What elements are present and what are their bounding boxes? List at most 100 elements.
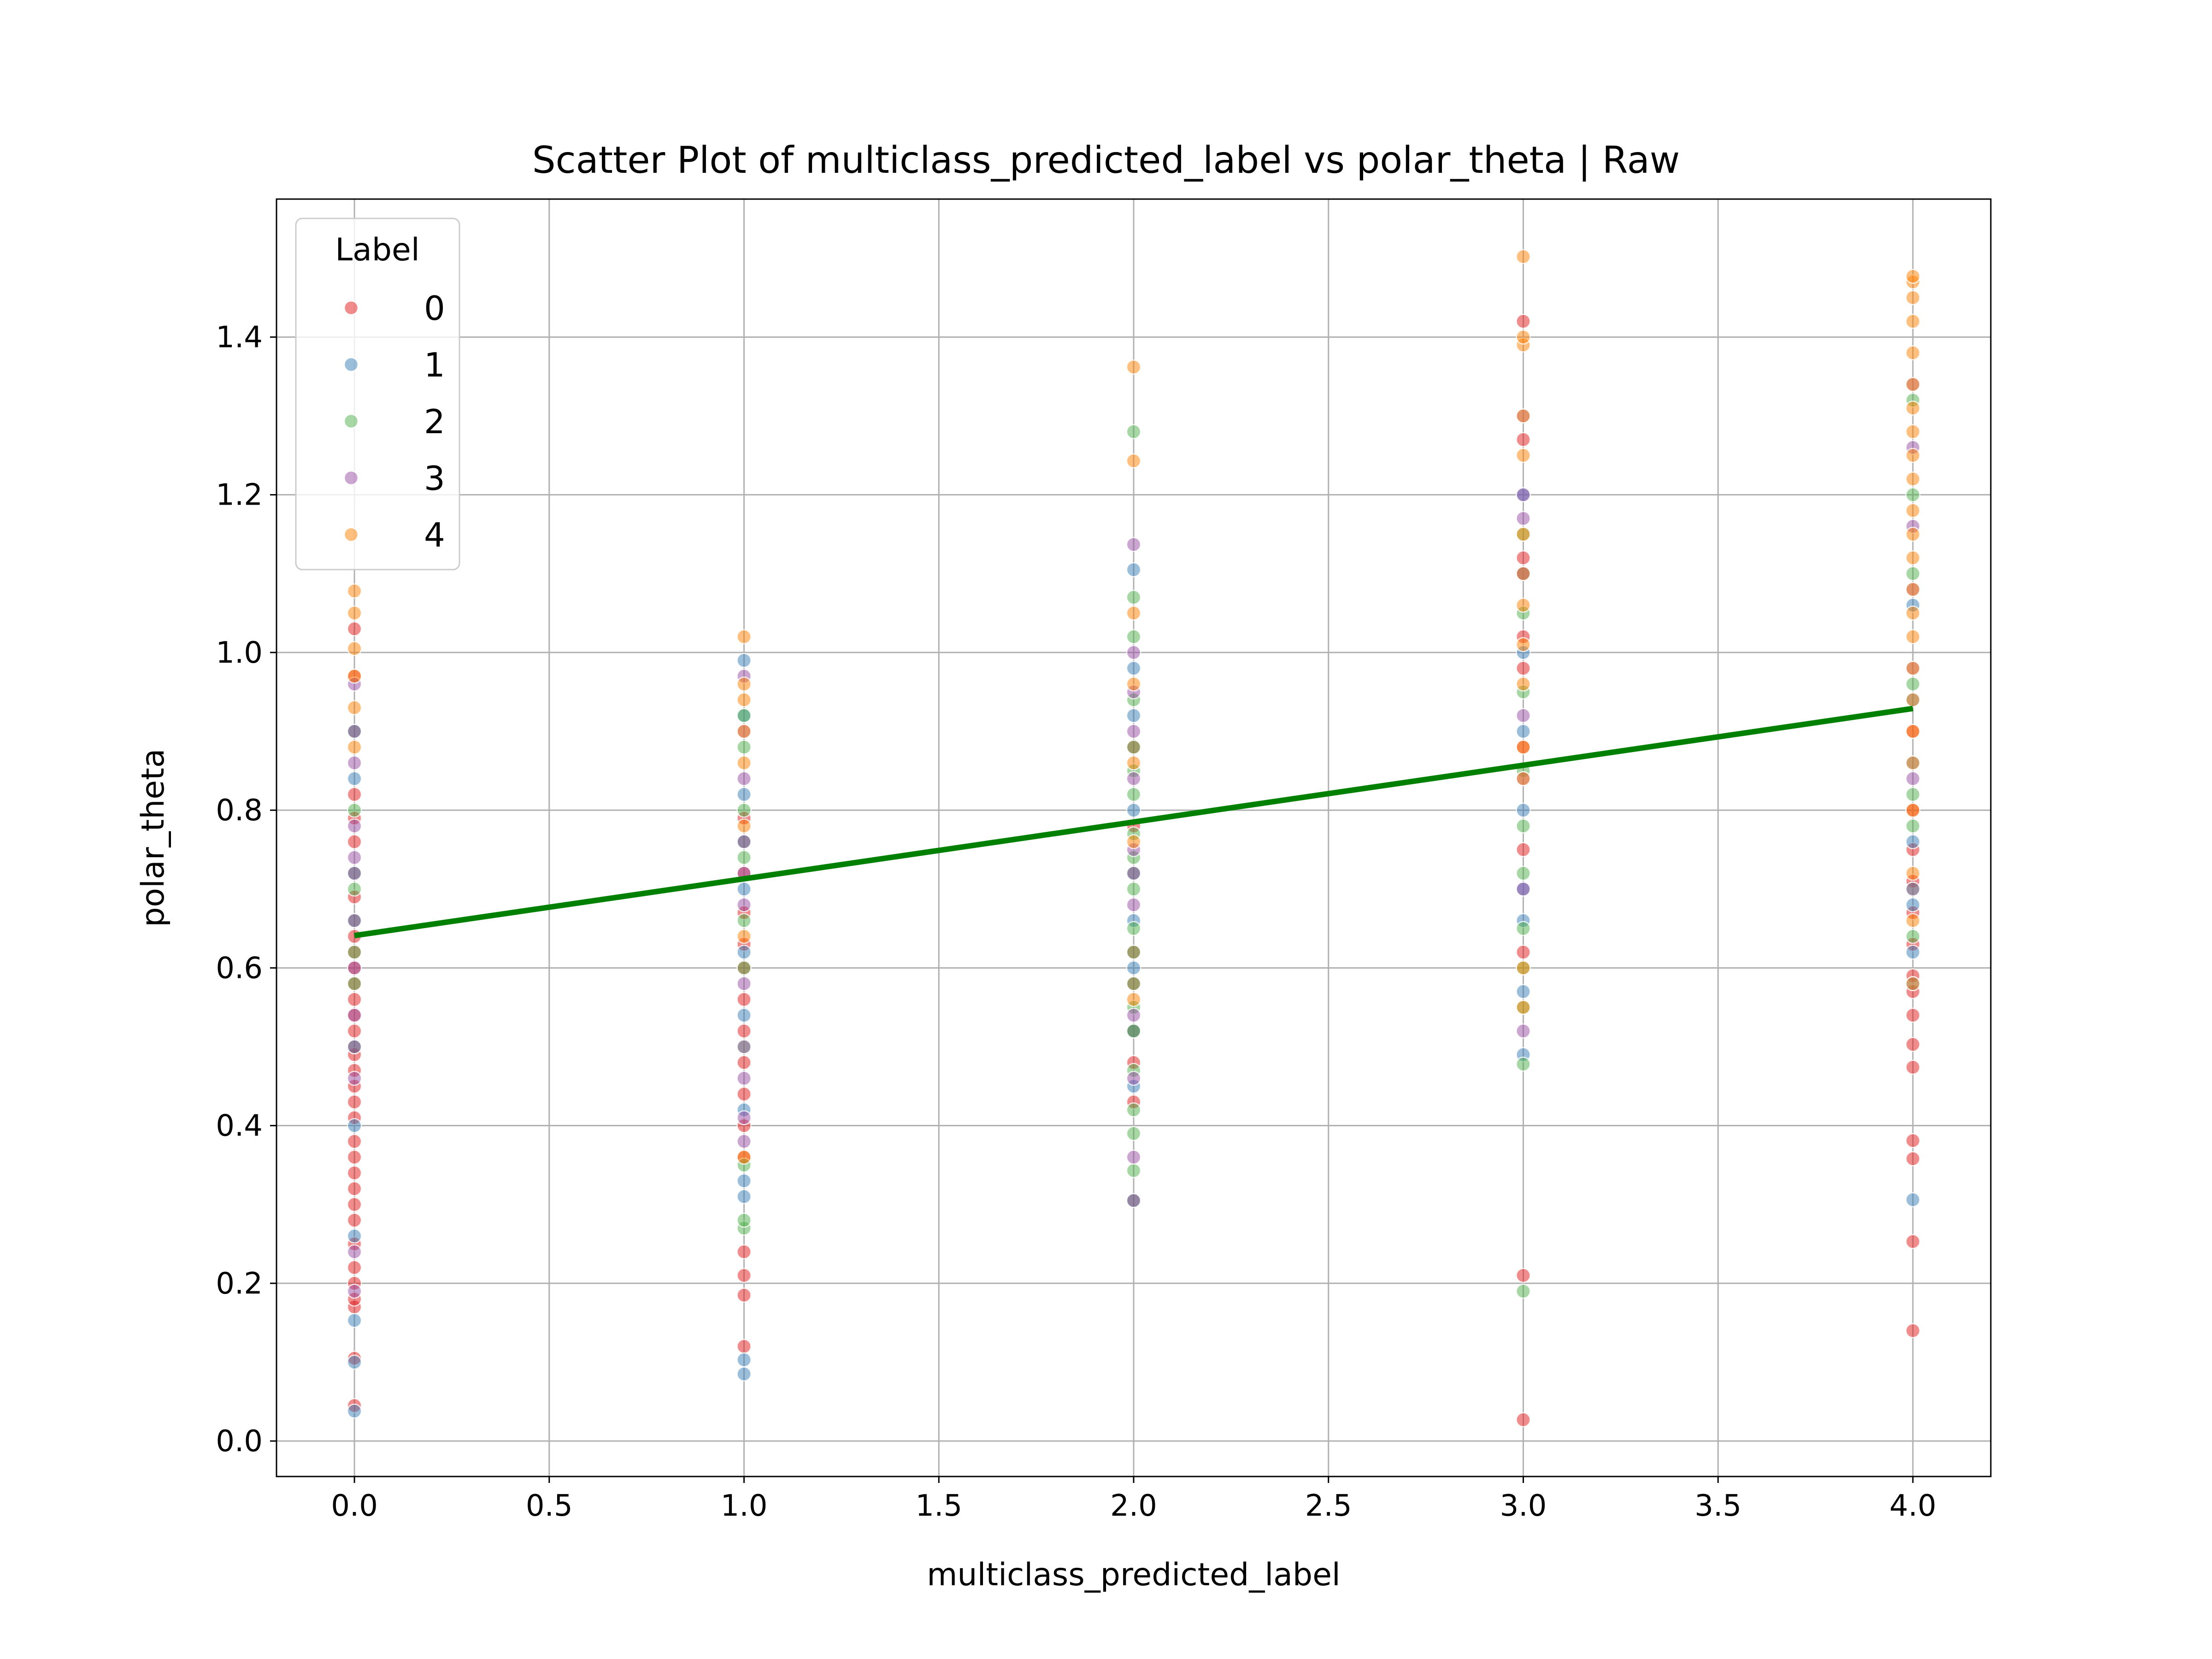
data-point: [1126, 1193, 1141, 1208]
data-point: [1126, 992, 1141, 1007]
data-points: [347, 249, 1921, 1428]
data-point: [736, 1007, 752, 1023]
data-point: [347, 1197, 362, 1212]
y-tick-label: 1.2: [216, 478, 263, 512]
data-point: [1516, 818, 1531, 834]
data-point: [1516, 432, 1531, 447]
data-point: [736, 1189, 752, 1204]
data-point: [1126, 708, 1141, 724]
data-point: [1905, 1007, 1921, 1023]
data-point: [1126, 865, 1141, 881]
data-point: [347, 1212, 362, 1228]
data-point: [1516, 771, 1531, 786]
data-point: [347, 1007, 362, 1023]
data-point: [736, 677, 752, 692]
legend-marker: [343, 470, 359, 486]
data-point: [1126, 802, 1141, 818]
y-tick-label: 0.8: [216, 794, 263, 828]
data-point: [1516, 487, 1531, 502]
data-point: [1516, 881, 1531, 897]
data-point: [347, 992, 362, 1007]
data-point: [1905, 345, 1921, 360]
data-point: [736, 960, 752, 976]
data-point: [1126, 537, 1141, 552]
data-point: [1905, 771, 1921, 786]
data-point: [1516, 1056, 1531, 1072]
data-point: [1905, 269, 1921, 284]
data-point: [1905, 818, 1921, 834]
data-point: [1905, 881, 1921, 897]
data-point: [1905, 834, 1921, 849]
x-tick-label: 3.5: [1694, 1489, 1741, 1523]
data-point: [347, 850, 362, 865]
data-point: [1905, 487, 1921, 502]
data-point: [736, 1244, 752, 1259]
data-point: [347, 976, 362, 991]
legend-marker: [343, 357, 359, 372]
data-point: [1905, 865, 1921, 881]
data-point: [736, 1268, 752, 1283]
data-point: [1126, 834, 1141, 849]
data-point: [1516, 1023, 1531, 1039]
legend-label: 3: [424, 459, 445, 498]
data-point: [1126, 1071, 1141, 1086]
data-point: [347, 944, 362, 960]
data-point: [1905, 471, 1921, 487]
data-point: [1126, 787, 1141, 802]
data-point: [347, 1260, 362, 1275]
data-point: [1126, 881, 1141, 897]
data-point: [1905, 929, 1921, 944]
data-point: [1516, 597, 1531, 613]
data-point: [1126, 606, 1141, 621]
data-point: [736, 1023, 752, 1039]
data-point: [347, 787, 362, 802]
data-point: [1905, 629, 1921, 644]
data-point: [1516, 708, 1531, 724]
legend-label: 2: [424, 402, 445, 441]
data-point: [347, 755, 362, 771]
data-point: [1516, 1412, 1531, 1428]
data-point: [736, 755, 752, 771]
x-tick-label: 0.0: [331, 1489, 378, 1523]
data-point: [736, 692, 752, 707]
legend-title: Label: [335, 232, 419, 268]
data-point: [347, 724, 362, 739]
chart-title: Scatter Plot of multiclass_predicted_lab…: [532, 139, 1680, 182]
legend-marker: [343, 300, 359, 316]
data-point: [736, 1110, 752, 1125]
x-tick-label: 2.5: [1305, 1489, 1352, 1523]
data-point: [736, 1039, 752, 1054]
data-point: [1126, 562, 1141, 577]
y-tick-label: 0.4: [216, 1109, 263, 1143]
regression-line-layer: [354, 706, 1913, 939]
data-point: [347, 865, 362, 881]
data-point: [1516, 408, 1531, 424]
data-point: [1516, 329, 1531, 345]
data-point: [1126, 629, 1141, 644]
x-tick-label: 0.5: [526, 1489, 573, 1523]
data-point: [347, 739, 362, 755]
x-tick-label: 1.0: [721, 1489, 768, 1523]
data-point: [1905, 447, 1921, 463]
data-point: [1516, 511, 1531, 526]
data-point: [1126, 424, 1141, 440]
data-point: [1905, 897, 1921, 912]
data-point: [347, 606, 362, 621]
legend-box: [295, 218, 460, 571]
data-point: [1126, 739, 1141, 755]
data-point: [347, 1283, 362, 1299]
data-point: [1126, 960, 1141, 976]
data-point: [736, 1071, 752, 1086]
data-point: [736, 992, 752, 1007]
data-point: [1126, 589, 1141, 605]
data-point: [1905, 1234, 1921, 1249]
data-point: [347, 960, 362, 976]
data-point: [736, 771, 752, 786]
data-point: [736, 834, 752, 849]
data-point: [1905, 424, 1921, 440]
legend-label: 4: [424, 516, 445, 554]
data-point: [347, 1165, 362, 1181]
data-point: [347, 641, 362, 656]
data-point: [736, 708, 752, 724]
data-point: [736, 881, 752, 897]
